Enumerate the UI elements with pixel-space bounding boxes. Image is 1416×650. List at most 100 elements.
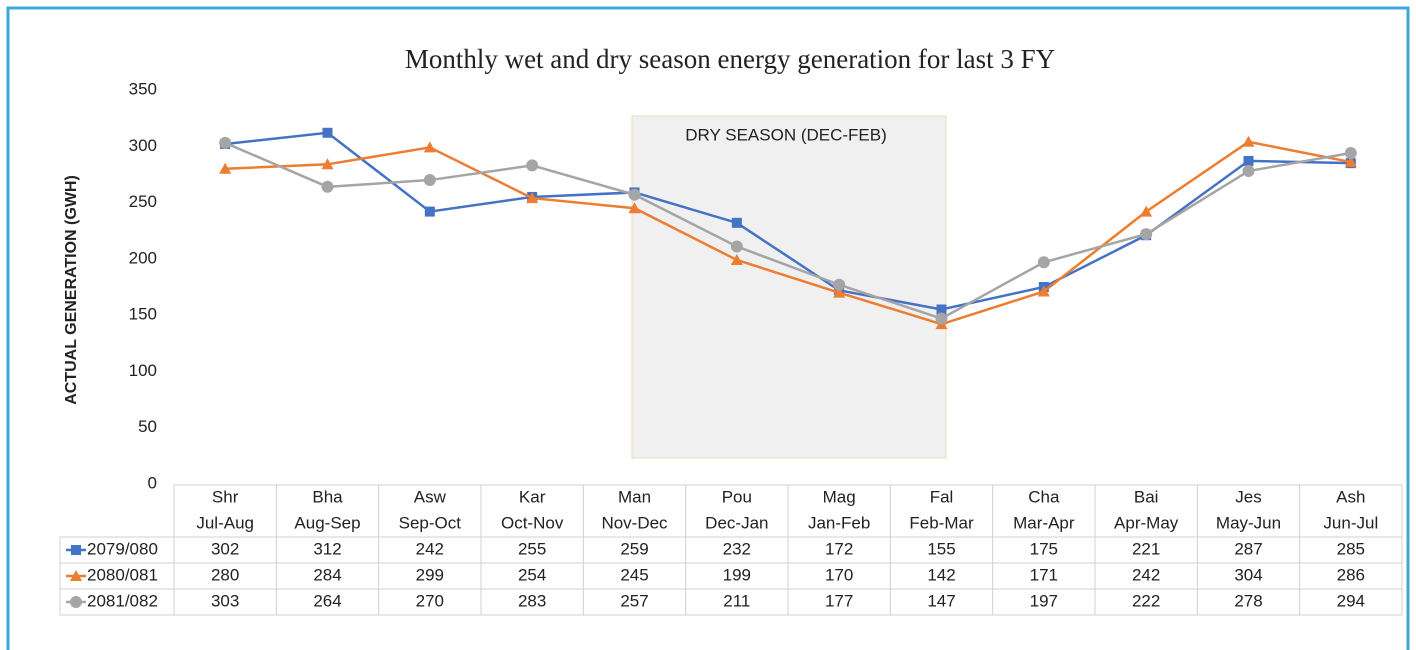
legend-marker <box>70 596 82 608</box>
table-value: 303 <box>211 591 239 610</box>
data-point <box>219 136 232 149</box>
table-value: 283 <box>518 591 546 610</box>
table-value: 259 <box>620 539 648 558</box>
data-point <box>423 174 436 187</box>
table-value: 264 <box>313 591 341 610</box>
y-tick-label: 300 <box>129 136 157 155</box>
x-tick-label: Jan-Feb <box>808 513 870 532</box>
table-value: 294 <box>1337 591 1365 610</box>
chart-title: Monthly wet and dry season energy genera… <box>405 44 1055 74</box>
table-value: 171 <box>1030 565 1058 584</box>
table-value: 242 <box>1132 565 1160 584</box>
legend-label: 2080/081 <box>87 565 158 584</box>
x-tick-label: Fal <box>930 487 954 506</box>
x-tick-label: Shr <box>212 487 239 506</box>
table-value: 222 <box>1132 591 1160 610</box>
table-value: 175 <box>1030 539 1058 558</box>
table-value: 257 <box>620 591 648 610</box>
data-point <box>526 159 539 172</box>
data-point <box>321 180 334 193</box>
table-value: 278 <box>1234 591 1262 610</box>
table-value: 255 <box>518 539 546 558</box>
y-tick-label: 0 <box>148 473 157 492</box>
x-tick-label: Jes <box>1235 487 1261 506</box>
legend-marker <box>71 545 81 555</box>
table-value: 284 <box>313 565 341 584</box>
x-tick-label: Feb-Mar <box>909 513 974 532</box>
table-value: 232 <box>723 539 751 558</box>
data-point <box>526 192 539 204</box>
data-point <box>628 188 641 201</box>
x-tick-label: Jun-Jul <box>1323 513 1378 532</box>
table-value: 155 <box>927 539 955 558</box>
table-value: 170 <box>825 565 853 584</box>
y-tick-label: 50 <box>138 417 157 436</box>
legend-label: 2079/080 <box>87 539 158 558</box>
x-tick-label: Jul-Aug <box>196 513 254 532</box>
legend-marker <box>70 570 82 581</box>
data-point <box>628 202 641 214</box>
data-point <box>731 217 742 228</box>
data-point <box>1243 155 1254 166</box>
x-tick-label: Sep-Oct <box>399 513 462 532</box>
table-value: 211 <box>723 591 750 610</box>
data-point <box>1037 256 1050 269</box>
x-tick-label: Pou <box>722 487 752 506</box>
y-tick-label: 100 <box>129 361 157 380</box>
data-point <box>1344 147 1357 160</box>
table-value: 172 <box>825 539 853 558</box>
table-value: 312 <box>313 539 341 558</box>
data-point <box>322 127 333 138</box>
x-tick-label: Kar <box>519 487 546 506</box>
data-point <box>423 141 436 153</box>
data-point <box>730 240 743 253</box>
series-line <box>224 141 1352 320</box>
data-point <box>1242 165 1255 178</box>
x-tick-label: Cha <box>1028 487 1060 506</box>
y-tick-label: 150 <box>129 305 157 324</box>
x-tick-label: Bai <box>1134 487 1159 506</box>
x-tick-label: Man <box>618 487 651 506</box>
data-point <box>1140 228 1153 241</box>
data-point <box>321 158 334 170</box>
table-value: 147 <box>927 591 955 610</box>
table-value: 304 <box>1234 565 1262 584</box>
x-tick-label: Dec-Jan <box>705 513 768 532</box>
table-value: 142 <box>927 565 955 584</box>
table-value: 280 <box>211 565 239 584</box>
x-tick-label: Oct-Nov <box>501 513 564 532</box>
x-tick-label: Asw <box>414 487 447 506</box>
x-tick-label: Mag <box>823 487 856 506</box>
table-value: 245 <box>620 565 648 584</box>
x-tick-label: Nov-Dec <box>601 513 668 532</box>
data-point <box>219 162 232 174</box>
data-point <box>1037 285 1050 297</box>
y-axis-label: ACTUAL GENERATION (GWH) <box>63 175 80 405</box>
table-value: 177 <box>825 591 853 610</box>
y-tick-label: 250 <box>129 192 157 211</box>
data-point <box>1242 135 1255 147</box>
y-tick-label: 200 <box>129 248 157 267</box>
table-value: 199 <box>723 565 751 584</box>
x-tick-label: May-Jun <box>1216 513 1281 532</box>
data-point <box>1140 205 1153 217</box>
table-value: 285 <box>1337 539 1365 558</box>
dry-season-band <box>631 115 947 459</box>
data-point <box>935 312 948 325</box>
table-value: 286 <box>1337 565 1365 584</box>
table-value: 270 <box>416 591 444 610</box>
x-tick-label: Mar-Apr <box>1013 513 1075 532</box>
series-line <box>225 140 1352 326</box>
data-point <box>1344 156 1357 168</box>
y-tick-label: 350 <box>129 79 157 98</box>
frame <box>6 6 1410 650</box>
data-point <box>833 286 846 298</box>
table-value: 302 <box>211 539 239 558</box>
table-value: 287 <box>1234 539 1262 558</box>
table-value: 254 <box>518 565 546 584</box>
table-value: 221 <box>1132 539 1160 558</box>
annotation: DRY SEASON (DEC-FEB) <box>685 125 887 144</box>
data-point <box>833 278 846 291</box>
x-tick-label: Ash <box>1336 487 1365 506</box>
